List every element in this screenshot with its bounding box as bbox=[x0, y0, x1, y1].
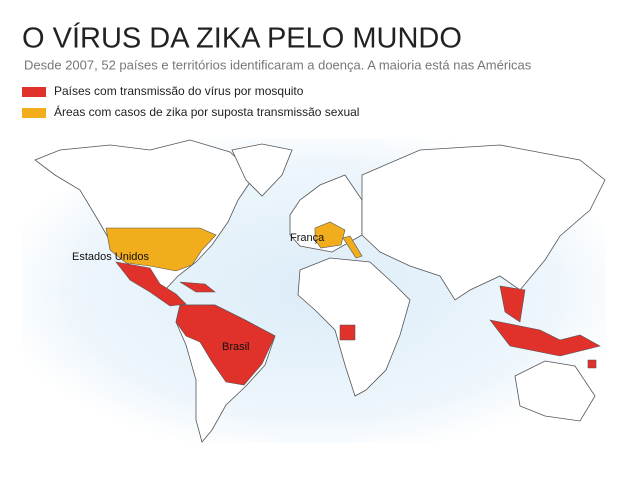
subtitle: Desde 2007, 52 países e territórios iden… bbox=[24, 57, 532, 72]
italy bbox=[342, 235, 363, 259]
legend-label: Áreas com casos de zika por suposta tran… bbox=[54, 104, 359, 119]
gabon bbox=[339, 324, 356, 341]
indonesia bbox=[489, 319, 601, 357]
southeast-asia bbox=[499, 285, 526, 323]
france bbox=[314, 221, 346, 249]
usa bbox=[105, 227, 217, 272]
map-label: Brasil bbox=[222, 341, 250, 353]
legend-swatch bbox=[22, 87, 46, 97]
map-label: Estados Unidos bbox=[72, 251, 150, 263]
brazil bbox=[175, 304, 276, 386]
map-label: França bbox=[290, 232, 325, 244]
central-america bbox=[115, 261, 187, 307]
caribbean bbox=[179, 281, 216, 293]
title: O VÍRUS DA ZIKA PELO MUNDO bbox=[22, 22, 462, 55]
greenland bbox=[231, 143, 293, 197]
australia bbox=[514, 360, 596, 422]
legend-swatch bbox=[22, 108, 46, 118]
map: Estados Unidos França Brasil bbox=[22, 138, 606, 443]
pacific-islands bbox=[587, 359, 597, 369]
legend-label: Países com transmissão do vírus por mosq… bbox=[54, 84, 304, 98]
